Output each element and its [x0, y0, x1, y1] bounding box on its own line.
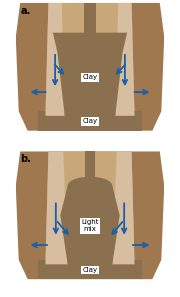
Polygon shape [45, 151, 135, 264]
Bar [38, 111, 142, 131]
Polygon shape [60, 186, 120, 264]
Polygon shape [45, 3, 135, 116]
Bar [85, 151, 95, 178]
Polygon shape [16, 3, 164, 131]
Polygon shape [45, 151, 68, 264]
Polygon shape [112, 151, 135, 264]
Ellipse shape [68, 177, 112, 195]
Text: Clay: Clay [82, 74, 98, 80]
Polygon shape [53, 33, 127, 116]
Text: b.: b. [20, 154, 31, 165]
Polygon shape [45, 3, 65, 116]
Polygon shape [16, 151, 164, 279]
Text: Light
mix: Light mix [81, 219, 99, 232]
Text: Clay: Clay [82, 119, 98, 124]
Text: a.: a. [20, 6, 30, 16]
Bar [84, 3, 96, 33]
Polygon shape [115, 3, 135, 116]
Text: Clay: Clay [82, 267, 98, 273]
Bar [38, 260, 142, 279]
